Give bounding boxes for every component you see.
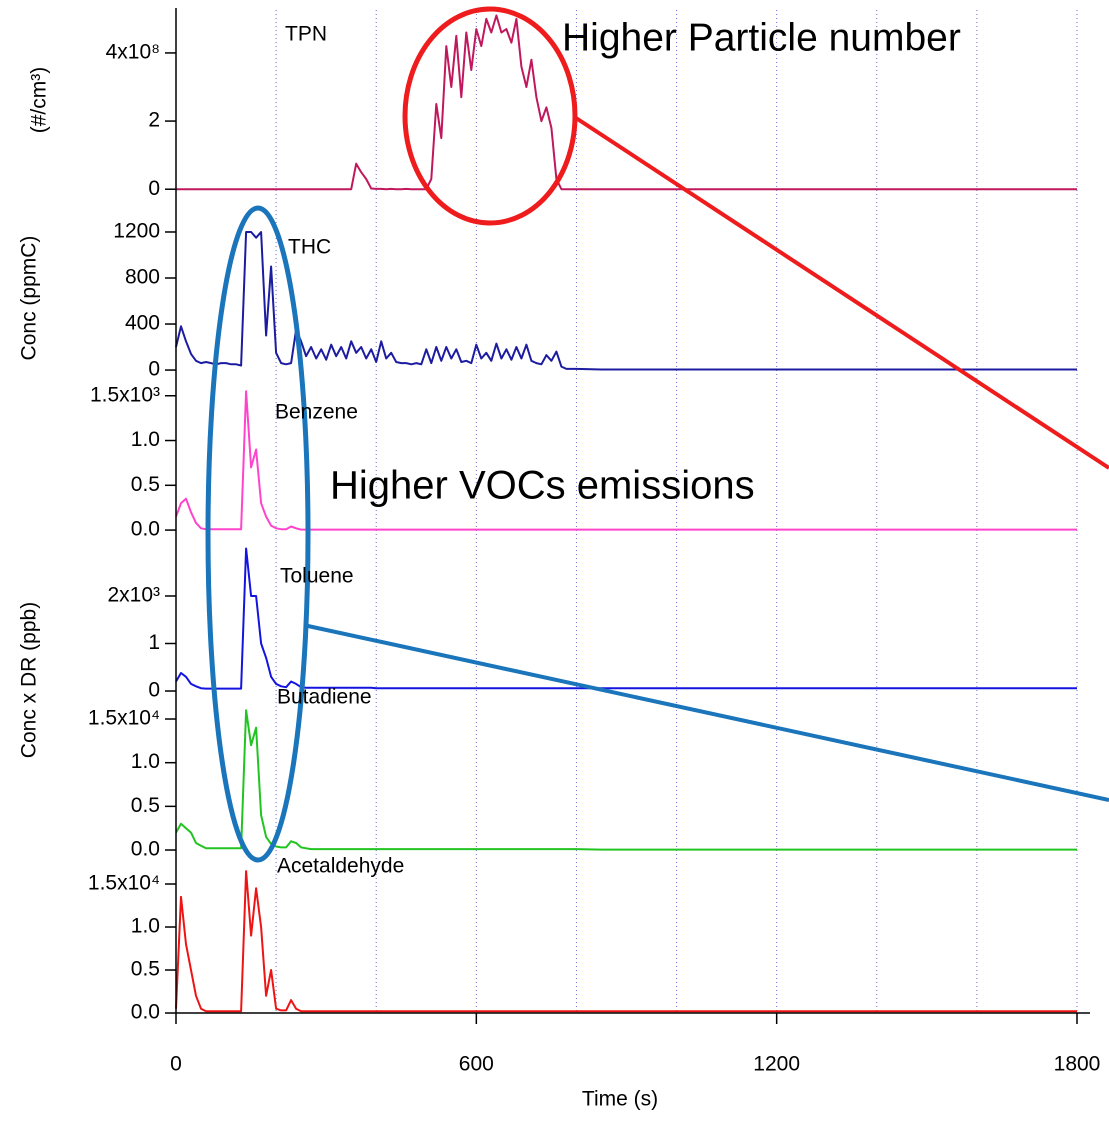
y-tick-label: 2 [148,109,160,132]
y-tick-label: 0.0 [131,1001,160,1024]
y-tick-label: 0 [148,679,160,702]
y-tick-label: 1.5x10⁴ [88,872,160,895]
y-tick-label: 1.0 [131,915,160,938]
x-tick-label: 1200 [753,1053,800,1076]
series-line [175,547,1077,690]
y-tick-label: 0.0 [131,518,160,541]
y-tick-label: 1.0 [131,750,160,773]
y-axis-label: Conc x DR (ppb) [18,602,41,758]
y-tick-label: 0 [148,358,160,381]
y-tick-label: 2x10³ [107,584,160,607]
series-label: Toluene [280,565,354,588]
series-label: TPN [285,23,327,46]
x-tick-label: 1800 [1054,1053,1101,1076]
y-tick-label: 1.5x10³ [90,383,160,406]
series-label: Acetaldehyde [277,855,404,878]
series-line [175,870,1077,1013]
y-axis-label: (#/cm³) [28,67,51,134]
series-line [175,709,1077,851]
y-tick-label: 1.0 [131,428,160,451]
y-tick-label: 0 [148,177,160,200]
y-tick-label: 1.5x10⁴ [88,707,160,730]
y-axis-label: Conc (ppmC) [18,236,41,361]
highlight-ellipse [402,6,578,226]
x-tick-label: 0 [170,1053,182,1076]
series-line [175,231,1077,371]
callout-line [307,624,1109,802]
callout-line [574,116,1109,470]
highlight-ellipse [205,205,311,863]
series-label: Benzene [275,401,358,424]
y-tick-label: 800 [125,266,160,289]
series-label: Butadiene [277,686,372,709]
annotation: Higher Particle number [562,16,961,59]
y-tick-label: 0.5 [131,958,160,981]
y-tick-label: 4x10⁸ [106,40,160,63]
y-tick-label: 0.5 [131,794,160,817]
y-tick-label: 400 [125,312,160,335]
x-axis-label: Time (s) [582,1088,658,1111]
y-tick-label: 1200 [113,220,160,243]
series-label: THC [288,236,331,259]
plot-area [175,14,1077,1013]
y-tick-label: 1 [148,631,160,654]
x-tick-label: 600 [459,1053,494,1076]
annotation: Higher VOCs emissions [330,464,755,508]
y-tick-label: 0.0 [131,838,160,861]
y-tick-label: 0.5 [131,473,160,496]
series-line [175,390,1077,531]
